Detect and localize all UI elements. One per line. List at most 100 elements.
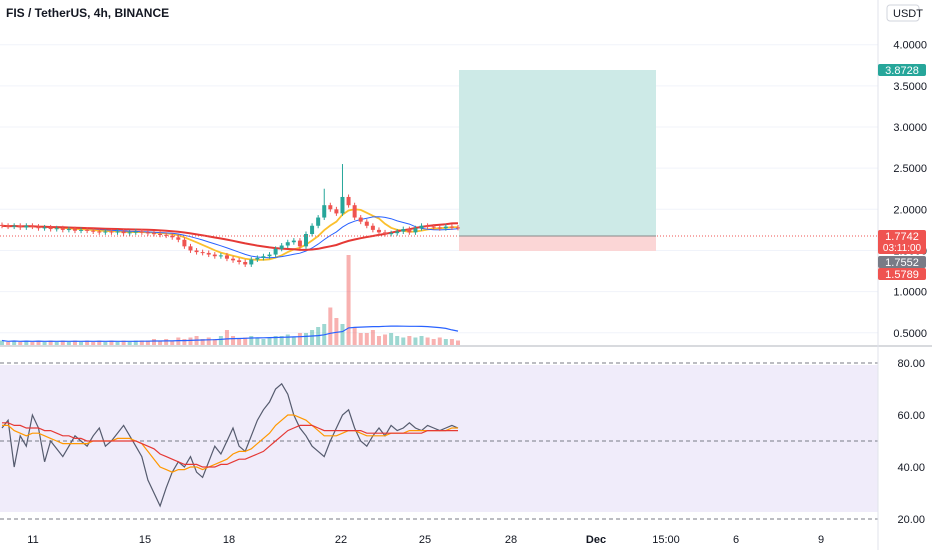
currency-badge-bg[interactable] [886,4,920,22]
candle-body [401,229,406,232]
volume-bar [304,333,308,345]
volume-bar [164,339,169,345]
volume-bar [370,330,375,345]
candle-body [431,226,436,228]
chart-title: FIS / TetherUS, 4h, BINANCE [6,6,169,20]
candle-body [376,229,381,233]
volume-bar [401,337,406,345]
volume-bar [456,340,460,345]
volume-bar [152,339,156,345]
candle-body [291,240,296,243]
target-zone[interactable] [459,70,656,236]
volume-bar [297,333,302,345]
candle-body [261,256,266,258]
volume-bar [206,337,211,345]
rsi-band-bg [0,365,878,512]
volume-bar [60,340,65,345]
candle-body [152,233,156,235]
volume-bar [176,337,181,345]
candle-body [42,227,47,229]
price-tag-label: 1.5789 [885,269,919,281]
time-tick-label: 28 [505,534,517,546]
volume-bar [291,337,296,345]
volume-bar [79,342,84,345]
volume-bar [6,342,11,345]
candle-body [103,231,108,233]
candle-body [115,231,120,233]
volume-bar [121,340,126,345]
candle-body [370,225,375,230]
candle-body [212,254,217,257]
volume-bar [437,337,442,345]
candle-body [133,231,138,233]
candle-body [285,242,290,246]
volume-bar [72,340,77,345]
candle-body [243,261,248,265]
price-tag-label: 1.7742 [885,231,919,243]
candle-body [419,225,424,229]
candle-body [425,225,430,227]
volume-bar [364,333,369,345]
candle-body [231,258,236,261]
rsi-ma-orange-line [2,414,458,473]
rsi-tick-label: 20.00 [897,514,925,526]
candle-body [364,221,369,226]
time-tick-label: 6 [733,534,739,546]
time-tick-label: 25 [419,534,431,546]
volume-bar [188,337,193,345]
candle-body [18,225,23,228]
price-tick-label: 2.5000 [893,163,927,175]
volume-bar [243,337,248,345]
time-tick-label: 15:00 [652,534,680,546]
volume-bar [158,340,163,345]
stop-zone[interactable] [459,236,656,251]
volume-bar [0,340,4,345]
price-axis[interactable]: 4.00003.50003.00002.50002.00001.50001.00… [893,40,927,340]
price-tag-label: 3.8728 [885,65,919,77]
candle-body [200,252,205,254]
rsi-tick-label: 60.00 [897,410,925,422]
volume-bar [310,330,315,345]
candle-body [407,229,412,233]
candle-body [145,232,150,234]
candle-body [218,255,223,257]
time-tick-label: 18 [223,534,235,546]
candle-body [328,205,333,210]
rsi-ma-red-line [2,422,458,468]
candle-body [36,226,41,229]
candle-body [139,231,144,233]
volume-bar [109,340,114,345]
candle-body [443,226,448,229]
candle-body [164,234,169,236]
candle-body [352,205,357,218]
candle-body [346,196,351,206]
ma-yellow-line [1,208,459,261]
volume-bar [97,340,102,345]
volume-bar [279,336,284,345]
volume-bar [267,337,272,345]
candle-body [72,229,77,231]
volume-bar [328,307,333,345]
volume-bar [273,336,278,345]
candle-body [24,225,29,228]
candle-body [60,228,65,230]
volume-ma-line [1,325,459,342]
rsi-axis[interactable]: 80.00 60.00 40.00 20.00 [897,358,925,526]
price-tick-label: 4.0000 [893,40,927,52]
volume-bar [54,342,59,345]
candle-body [340,196,345,214]
volume-bar [139,340,144,345]
volume-bar [376,336,381,345]
candle-body [267,254,272,257]
time-axis[interactable]: 11 15 18 22 25 28 Dec 15:00 6 9 [27,534,824,546]
time-tick-label: 9 [818,534,824,546]
candle-body [297,240,302,247]
candle-body [279,245,284,249]
volume-bar [66,342,71,345]
rsi-bands [0,362,878,520]
candle-body [395,231,400,234]
volume-bar [91,342,96,345]
candle-body [389,233,394,235]
volume-bars [0,255,460,345]
